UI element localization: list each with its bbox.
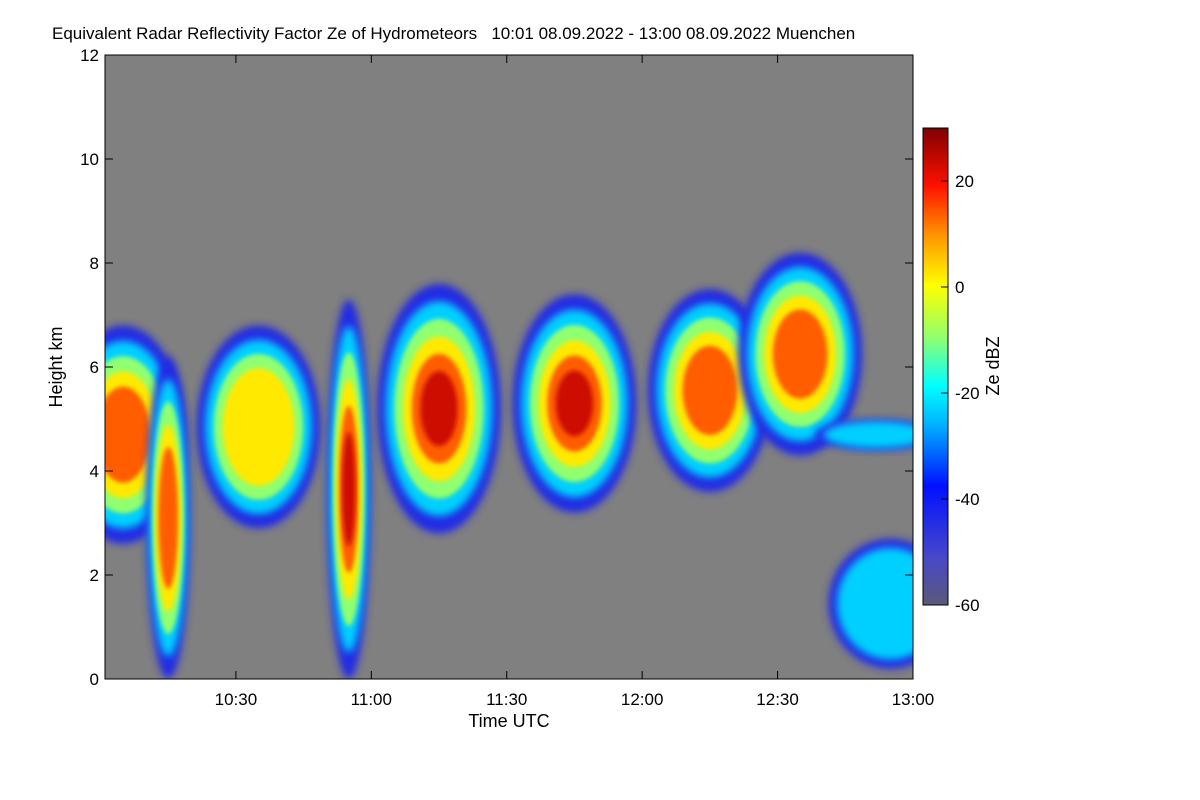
echo-cell bbox=[326, 299, 371, 679]
chart-title: Equivalent Radar Reflectivity Factor Ze … bbox=[52, 24, 855, 43]
x-tick-label: 12:00 bbox=[621, 690, 664, 709]
x-tick-label: 13:00 bbox=[892, 690, 935, 709]
echo-level bbox=[420, 371, 458, 447]
echo-cell bbox=[146, 356, 191, 679]
echo-level bbox=[823, 421, 913, 449]
colorbar-tick-label: -40 bbox=[955, 490, 980, 509]
colorbar-tick-label: 20 bbox=[955, 172, 974, 191]
echo-level bbox=[158, 446, 178, 589]
colorbar-tick-label: 0 bbox=[955, 278, 964, 297]
echo-cell bbox=[512, 294, 637, 513]
x-tick-label: 11:00 bbox=[351, 690, 392, 709]
echo-cell bbox=[738, 252, 863, 456]
x-axis-label: Time UTC bbox=[468, 711, 549, 731]
echo-field bbox=[105, 252, 913, 679]
y-tick-label: 6 bbox=[90, 358, 99, 377]
x-tick-label: 10:30 bbox=[215, 690, 258, 709]
colorbar-gradient bbox=[922, 127, 949, 606]
y-tick-label: 4 bbox=[90, 462, 99, 481]
y-tick-label: 0 bbox=[90, 670, 99, 689]
x-tick-label: 12:30 bbox=[756, 690, 799, 709]
y-axis-label: Height km bbox=[46, 326, 66, 407]
echo-cell bbox=[647, 289, 772, 492]
y-axis: 0 2 4 6 8 10 12 bbox=[80, 46, 913, 689]
echo-level bbox=[222, 367, 295, 486]
colorbar-tick-label: -20 bbox=[955, 384, 980, 403]
y-tick-label: 2 bbox=[90, 566, 99, 585]
colorbar: 20 0 -20 -40 -60 Ze dBZ bbox=[922, 127, 1003, 615]
plot-area bbox=[104, 54, 914, 680]
echo-level bbox=[772, 309, 828, 399]
echo-cell bbox=[828, 538, 913, 669]
echo-level bbox=[682, 345, 738, 436]
colorbar-tick-label: -60 bbox=[955, 596, 980, 615]
x-axis: 10:30 11:00 11:30 12:00 12:30 13:00 bbox=[215, 55, 935, 709]
y-tick-label: 8 bbox=[90, 254, 99, 273]
echo-level bbox=[342, 432, 356, 547]
echo-cell bbox=[196, 325, 321, 529]
y-tick-label: 10 bbox=[80, 150, 99, 169]
echo-cell bbox=[377, 283, 502, 534]
echo-level bbox=[837, 547, 913, 660]
echo-level bbox=[555, 370, 594, 437]
x-tick-label: 11:30 bbox=[486, 690, 527, 709]
y-tick-label: 12 bbox=[80, 46, 99, 65]
echo-level bbox=[105, 386, 151, 483]
colorbar-label: Ze dBZ bbox=[983, 336, 1003, 395]
echo-cell bbox=[814, 419, 913, 451]
